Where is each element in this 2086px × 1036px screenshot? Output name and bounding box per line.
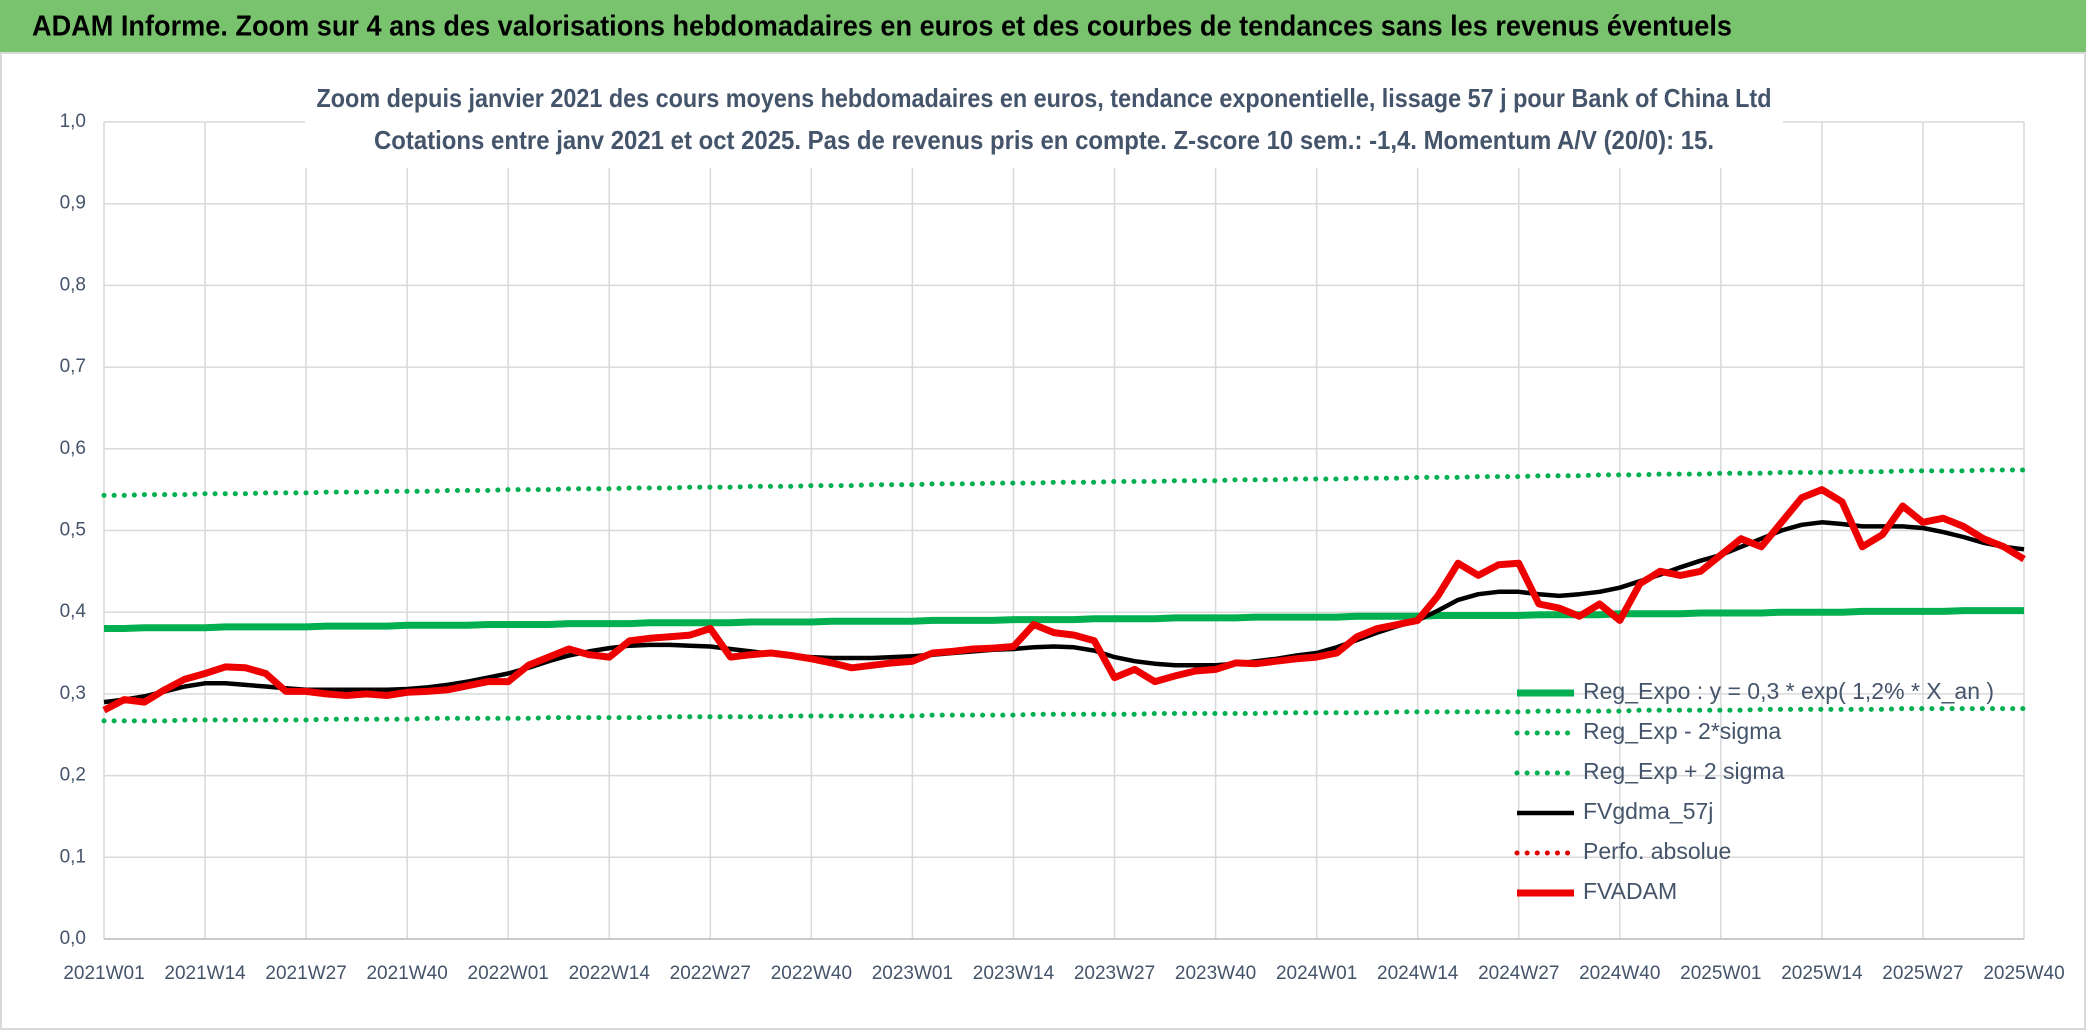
x-tick-label: 2022W14 <box>569 963 651 984</box>
chart-subtitle: Cotations entre janv 2021 et oct 2025. P… <box>374 125 1714 155</box>
x-tick-label: 2023W40 <box>1175 963 1256 984</box>
x-tick-label: 2024W40 <box>1579 963 1660 984</box>
legend-label: Perfo. absolue <box>1583 838 1731 864</box>
y-tick-label: 0,9 <box>60 193 86 214</box>
y-tick-label: 1,0 <box>60 111 86 132</box>
legend-label: FVADAM <box>1583 878 1677 904</box>
x-tick-label: 2025W27 <box>1882 963 1963 984</box>
x-tick-label: 2025W40 <box>1983 963 2064 984</box>
series-line <box>103 520 2025 705</box>
y-tick-label: 0,1 <box>60 846 86 867</box>
y-tick-label: 0,0 <box>60 928 86 949</box>
x-tick-label: 2025W01 <box>1680 963 1761 984</box>
legend-label: FVgdma_57j <box>1583 798 1713 824</box>
x-tick-label: 2022W01 <box>468 963 549 984</box>
y-tick-label: 0,6 <box>60 438 86 459</box>
y-tick-label: 0,7 <box>60 356 86 377</box>
y-tick-label: 0,2 <box>60 765 86 786</box>
x-tick-label: 2024W01 <box>1276 963 1357 984</box>
x-tick-label: 2022W27 <box>670 963 751 984</box>
series-line <box>102 486 2026 714</box>
header-title: ADAM Informe. Zoom sur 4 ans des valoris… <box>32 11 1732 43</box>
legend-label: Reg_Exp + 2 sigma <box>1583 758 1785 784</box>
y-tick-label: 0,8 <box>60 274 86 295</box>
x-tick-label: 2023W14 <box>973 963 1055 984</box>
plot-area: 0,0 0,1 0,2 0,3 0,4 0,5 0,6 0,7 0,8 0,9 1,0 2021W01… <box>60 111 2065 984</box>
legend-label: Reg_Expo : y = 0,3 * exp( 1,2% * X_an ) <box>1583 678 1994 704</box>
x-tick-label: 2023W01 <box>872 963 953 984</box>
legend-label: Reg_Exp - 2*sigma <box>1583 718 1781 744</box>
chart-border <box>0 52 2086 1030</box>
x-tick-label: 2021W40 <box>366 963 447 984</box>
y-tick-label: 0,4 <box>60 601 87 622</box>
x-tick-label: 2023W27 <box>1074 963 1155 984</box>
y-tick-label: 0,5 <box>60 520 86 541</box>
series-line <box>104 607 2024 632</box>
y-tick-label: 0,3 <box>60 683 86 704</box>
x-tick-label: 2021W14 <box>164 963 246 984</box>
chart-title: Zoom depuis janvier 2021 des cours moyen… <box>317 83 1772 113</box>
series-line <box>101 706 2027 724</box>
x-tick-label: 2024W27 <box>1478 963 1559 984</box>
x-tick-label: 2022W40 <box>771 963 852 984</box>
x-tick-label: 2021W27 <box>265 963 346 984</box>
title-backdrop <box>305 78 1783 168</box>
x-tick-label: 2025W14 <box>1781 963 1863 984</box>
x-tick-label: 2024W14 <box>1377 963 1459 984</box>
header-bar <box>0 0 2086 53</box>
series-line <box>101 467 2027 498</box>
x-tick-label: 2021W01 <box>63 963 144 984</box>
